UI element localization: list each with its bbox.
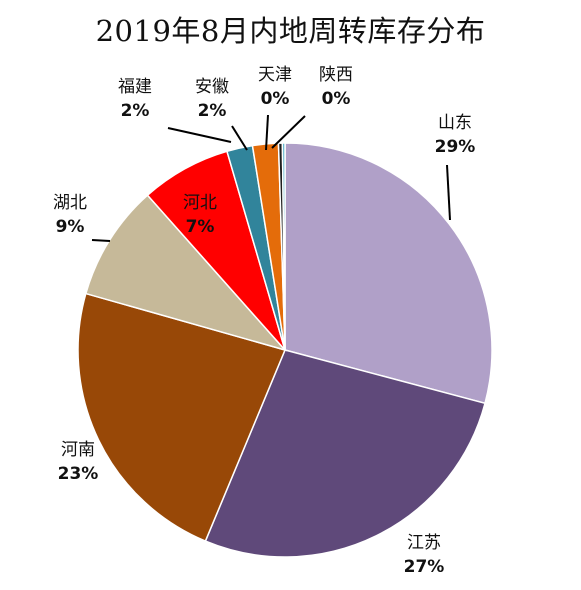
pie-slice-3 — [84, 194, 288, 352]
slice-percent-label-6: 2% — [198, 101, 227, 121]
slice-percent-label-3: 9% — [56, 217, 85, 237]
pie-slice-1 — [204, 349, 486, 558]
slice-percent-label-2: 23% — [58, 464, 99, 484]
leader-line-6 — [231, 125, 248, 151]
slice-percent-label-5: 2% — [121, 101, 150, 121]
slice-percent-label-0: 29% — [435, 137, 476, 157]
pie-slice-0 — [284, 142, 493, 405]
leader-line-3 — [91, 239, 111, 242]
leader-line-7 — [265, 114, 269, 151]
leader-line-8 — [271, 115, 306, 149]
slice-name-label-3: 湖北 — [53, 193, 87, 213]
pie-slice-2 — [77, 292, 287, 543]
slice-name-label-6: 安徽 — [195, 77, 229, 97]
slice-name-label-0: 山东 — [438, 113, 472, 133]
slice-name-label-2: 河南 — [61, 440, 95, 460]
leader-line-0 — [446, 164, 451, 221]
pie-slice-8 — [281, 142, 286, 351]
chart-title: 2019年8月内地周转库存分布 — [95, 14, 486, 48]
slice-percent-label-8: 0% — [322, 89, 351, 109]
slice-name-label-5: 福建 — [118, 77, 152, 97]
slice-percent-label-7: 0% — [261, 89, 290, 109]
slice-name-label-8: 陕西 — [319, 65, 353, 85]
leader-line-5 — [167, 127, 232, 143]
slice-name-label-1: 江苏 — [407, 533, 441, 553]
slice-name-label-4: 河北 — [183, 193, 217, 213]
slice-percent-label-4: 7% — [186, 217, 215, 237]
slice-percent-label-1: 27% — [404, 557, 445, 577]
slice-name-label-7: 天津 — [258, 65, 292, 85]
